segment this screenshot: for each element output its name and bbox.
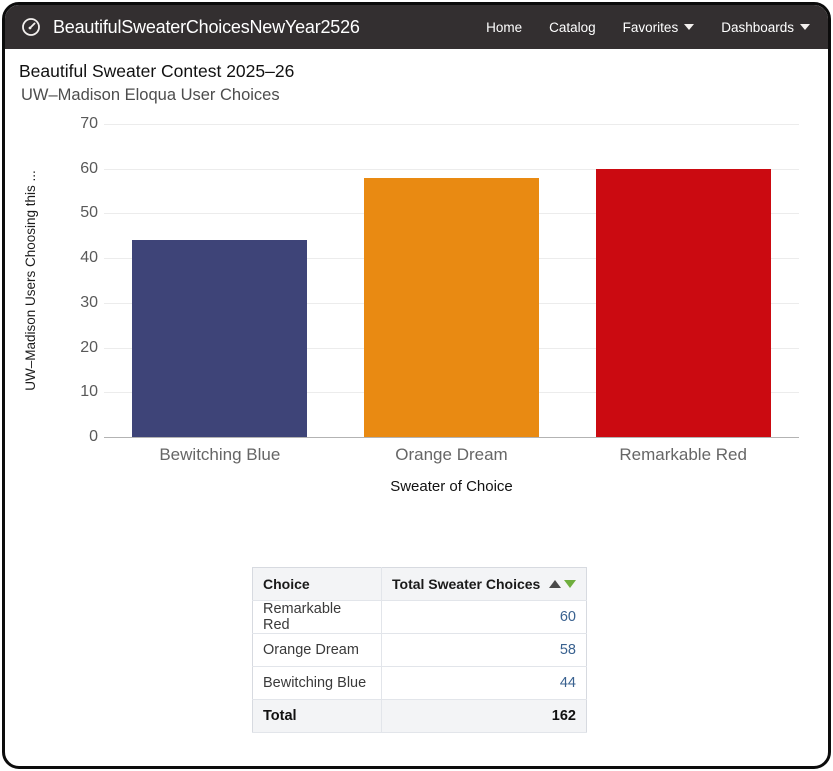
value-cell[interactable]: 60 bbox=[381, 600, 587, 634]
y-tick-label: 60 bbox=[80, 159, 98, 177]
category-label-orange-dream: Orange Dream bbox=[395, 445, 508, 464]
table-total-row: Total 162 bbox=[252, 699, 587, 733]
chart-subtitle: UW–Madison Eloqua User Choices bbox=[21, 86, 280, 104]
column-header-total-sweater-choices[interactable]: Total Sweater Choices bbox=[381, 567, 587, 601]
total-value-cell: 162 bbox=[381, 699, 587, 733]
value-cell[interactable]: 58 bbox=[381, 633, 587, 667]
nav-item-dashboards[interactable]: Dashboards bbox=[721, 20, 810, 35]
nav-item-catalog[interactable]: Catalog bbox=[549, 19, 596, 35]
y-tick-label: 30 bbox=[80, 293, 98, 311]
nav-item-home[interactable]: Home bbox=[486, 19, 523, 35]
nav-item-favorites[interactable]: Favorites bbox=[623, 20, 695, 35]
bar-orange-dream[interactable] bbox=[364, 177, 539, 437]
total-label-cell: Total bbox=[252, 699, 382, 733]
choice-cell: Bewitching Blue bbox=[252, 666, 382, 700]
table-row: Orange Dream 58 bbox=[252, 633, 587, 667]
chevron-down-icon bbox=[800, 24, 810, 30]
y-tick-label: 40 bbox=[80, 249, 98, 267]
table-header-row: Choice Total Sweater Choices bbox=[252, 567, 587, 601]
sort-ascending-icon[interactable] bbox=[549, 580, 561, 588]
bar-bewitching-blue[interactable] bbox=[132, 240, 308, 437]
y-tick-label: 50 bbox=[80, 204, 98, 222]
gridline bbox=[104, 124, 799, 125]
table-row: Bewitching Blue 44 bbox=[252, 666, 587, 700]
y-tick-label: 20 bbox=[80, 338, 98, 356]
gauge-icon bbox=[22, 18, 40, 36]
x-axis-line bbox=[104, 437, 799, 438]
bar-remarkable-red[interactable] bbox=[595, 168, 771, 437]
app-title: BeautifulSweaterChoicesNewYear2526 bbox=[53, 16, 360, 37]
brand: BeautifulSweaterChoicesNewYear2526 bbox=[21, 17, 360, 38]
table-row: Remarkable Red 60 bbox=[252, 600, 587, 634]
choice-cell: Orange Dream bbox=[252, 633, 382, 667]
summary-table: Choice Total Sweater Choices Remarkable … bbox=[252, 567, 587, 733]
y-tick-label: 10 bbox=[80, 383, 98, 401]
top-navbar: BeautifulSweaterChoicesNewYear2526 Home … bbox=[5, 5, 828, 49]
column-header-choice[interactable]: Choice bbox=[252, 567, 382, 601]
value-cell[interactable]: 44 bbox=[381, 666, 587, 700]
category-label-remarkable-red: Remarkable Red bbox=[619, 445, 747, 464]
y-tick-label: 0 bbox=[89, 428, 98, 445]
gridline bbox=[104, 168, 799, 170]
chevron-down-icon bbox=[684, 24, 695, 30]
x-axis-label: Sweater of Choice bbox=[390, 478, 513, 495]
nav-menu: Home Catalog Favorites Dashboards bbox=[486, 20, 810, 35]
category-label-bewitching-blue: Bewitching Blue bbox=[159, 445, 281, 464]
sort-controls bbox=[549, 580, 576, 588]
sort-descending-icon[interactable] bbox=[564, 580, 576, 588]
chart-title: Beautiful Sweater Contest 2025–26 bbox=[19, 61, 295, 81]
y-tick-label: 70 bbox=[80, 115, 98, 132]
bar-chart-plot-area: 0 10 20 30 40 50 60 70 bbox=[80, 116, 799, 445]
choice-cell: Remarkable Red bbox=[252, 600, 382, 634]
